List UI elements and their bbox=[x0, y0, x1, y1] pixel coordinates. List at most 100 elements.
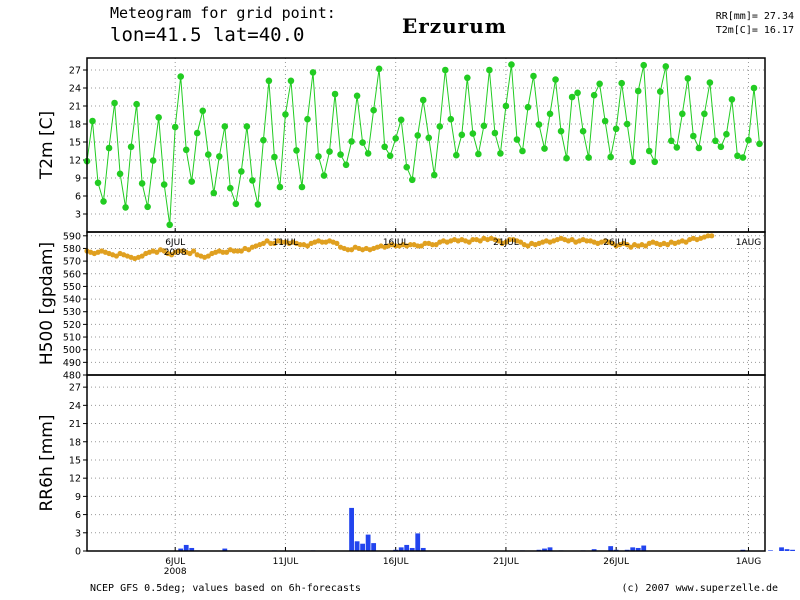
rr6h-bar bbox=[365, 534, 371, 551]
t2m-point bbox=[326, 148, 333, 155]
x-tick-label: 1AUG bbox=[736, 238, 761, 248]
t2m-point bbox=[397, 116, 405, 124]
y-tick-label: 550 bbox=[63, 282, 81, 293]
t2m-point bbox=[149, 157, 157, 164]
t2m-point bbox=[260, 136, 267, 144]
y-tick-label: 530 bbox=[63, 307, 81, 318]
t2m-point bbox=[320, 172, 328, 179]
h500-point bbox=[624, 242, 630, 248]
t2m-point bbox=[370, 106, 377, 114]
t2m-point bbox=[535, 121, 543, 128]
h500-point bbox=[260, 240, 266, 246]
h500-point bbox=[683, 239, 689, 245]
t2m-point bbox=[215, 153, 223, 160]
h500-point bbox=[231, 248, 237, 254]
t2m-point bbox=[491, 129, 499, 137]
t2m-point bbox=[408, 176, 416, 184]
t2m-point bbox=[276, 183, 284, 191]
t2m-point bbox=[271, 153, 278, 161]
h500-point bbox=[139, 253, 145, 259]
t2m-point bbox=[337, 151, 344, 158]
x-tick-label: 16JUL bbox=[383, 238, 409, 248]
t2m-point bbox=[645, 147, 653, 155]
h500-point bbox=[709, 233, 715, 239]
y-tick-label: 12 bbox=[69, 156, 81, 167]
t2m-point bbox=[238, 168, 245, 175]
rr6h-bar bbox=[371, 543, 377, 551]
t2m-point bbox=[541, 145, 548, 152]
t2m-point bbox=[607, 153, 614, 161]
t2m-point bbox=[243, 123, 251, 130]
t2m-point bbox=[662, 63, 670, 70]
x-tick-label: 6JUL bbox=[165, 557, 185, 567]
t2m-point bbox=[469, 130, 477, 137]
rr6h-bar bbox=[641, 545, 647, 551]
t2m-point bbox=[138, 180, 146, 187]
h500-point bbox=[113, 253, 119, 259]
t2m-point bbox=[348, 138, 355, 145]
t2m-point bbox=[557, 127, 565, 135]
t2m-point bbox=[133, 100, 140, 108]
t2m-point bbox=[441, 66, 449, 74]
t2m-point bbox=[656, 88, 664, 95]
t2m-point bbox=[497, 150, 504, 157]
h500-point bbox=[628, 244, 634, 250]
h500-point bbox=[176, 248, 182, 254]
t2m-point bbox=[574, 89, 581, 97]
t2m-point bbox=[419, 96, 427, 104]
t2m-point bbox=[204, 151, 212, 158]
t2m-point bbox=[601, 117, 609, 125]
t2m-point bbox=[673, 144, 681, 151]
y-tick-label: 12 bbox=[69, 474, 81, 485]
t2m-point bbox=[612, 125, 620, 133]
y-tick-label: 0 bbox=[75, 547, 81, 558]
t2m-point bbox=[475, 150, 482, 158]
y-tick-label: 580 bbox=[63, 244, 81, 255]
t2m-point bbox=[171, 123, 179, 131]
y-tick-label: 18 bbox=[69, 437, 81, 448]
rr6h-bar bbox=[630, 547, 636, 551]
rr6h-bar bbox=[349, 507, 354, 551]
h500-point bbox=[393, 243, 399, 249]
t2m-point bbox=[89, 117, 96, 125]
t2m-point bbox=[315, 153, 322, 160]
x-year-label: 2008 bbox=[164, 567, 187, 577]
y-tick-label: 3 bbox=[75, 528, 81, 539]
y-tick-label: 500 bbox=[63, 345, 81, 356]
y-tick-label: 9 bbox=[75, 492, 81, 503]
t2m-point bbox=[249, 177, 256, 184]
footer-source: NCEP GFS 0.5deg; values based on 6h-fore… bbox=[90, 583, 361, 594]
x-axis-labels-rr6h: 6JUL 11JUL 16JUL 21JUL 26JUL 1AUG 2008 bbox=[164, 557, 761, 577]
t2m-point bbox=[640, 61, 648, 69]
y-tick-label: 24 bbox=[69, 401, 81, 412]
t2m-point bbox=[160, 181, 168, 188]
h500-point bbox=[279, 239, 285, 245]
h500-point bbox=[297, 242, 303, 248]
panel-frame bbox=[86, 57, 766, 233]
y-tick-label: 560 bbox=[63, 269, 81, 280]
x-tick-label: 11JUL bbox=[273, 557, 299, 567]
y-tick-label: 570 bbox=[63, 257, 81, 268]
t2m-point bbox=[519, 147, 526, 155]
y-tick-label: 510 bbox=[63, 333, 81, 344]
rr6h-bar bbox=[404, 544, 410, 551]
t2m-point bbox=[282, 111, 289, 118]
t2m-point bbox=[94, 179, 102, 187]
h500-point bbox=[238, 248, 244, 254]
rr6h-bar bbox=[591, 549, 597, 551]
t2m-point bbox=[392, 135, 399, 142]
y-axis-label: H500 [gpdam] bbox=[37, 242, 57, 365]
t2m-point bbox=[453, 151, 460, 159]
t2m-point bbox=[298, 183, 306, 191]
rr6h-bar bbox=[542, 548, 547, 551]
y-axis-label: T2m [C] bbox=[37, 111, 57, 180]
y-tick-label: 21 bbox=[69, 419, 81, 430]
x-tick-label: 1AUG bbox=[736, 557, 761, 567]
t2m-point bbox=[750, 84, 758, 92]
t2m-point bbox=[690, 132, 697, 140]
t2m-point bbox=[193, 129, 201, 137]
t2m-point bbox=[623, 120, 631, 128]
panel-rr6h: 0 3 6 9 12 15 18 21 24 27 RR6h [mm] bbox=[37, 374, 795, 558]
h500-point bbox=[271, 240, 278, 246]
